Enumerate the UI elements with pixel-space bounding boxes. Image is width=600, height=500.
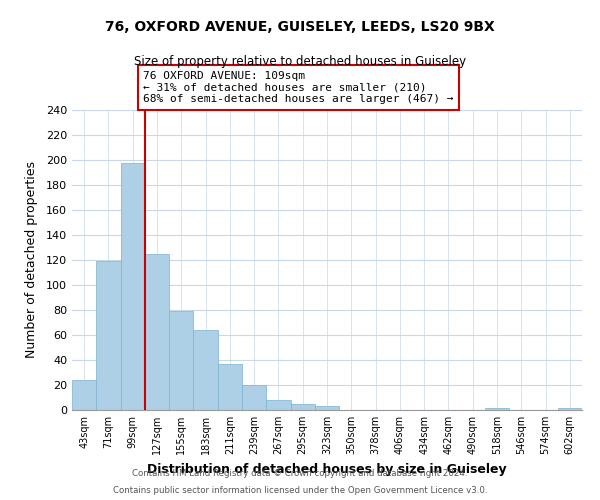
Text: 76, OXFORD AVENUE, GUISELEY, LEEDS, LS20 9BX: 76, OXFORD AVENUE, GUISELEY, LEEDS, LS20…: [105, 20, 495, 34]
Bar: [242, 385, 266, 410]
Bar: [193, 330, 218, 410]
Bar: [290, 404, 315, 410]
Bar: [485, 408, 509, 410]
Text: Contains public sector information licensed under the Open Government Licence v3: Contains public sector information licen…: [113, 486, 487, 495]
Y-axis label: Number of detached properties: Number of detached properties: [25, 162, 38, 358]
Bar: [72, 380, 96, 410]
Text: 76 OXFORD AVENUE: 109sqm
← 31% of detached houses are smaller (210)
68% of semi-: 76 OXFORD AVENUE: 109sqm ← 31% of detach…: [143, 71, 454, 104]
Bar: [218, 364, 242, 410]
Bar: [96, 261, 121, 410]
Text: Contains HM Land Registry data © Crown copyright and database right 2024.: Contains HM Land Registry data © Crown c…: [132, 468, 468, 477]
Bar: [558, 408, 582, 410]
Bar: [315, 406, 339, 410]
Bar: [121, 162, 145, 410]
X-axis label: Distribution of detached houses by size in Guiseley: Distribution of detached houses by size …: [147, 462, 507, 475]
Bar: [169, 311, 193, 410]
Bar: [266, 400, 290, 410]
Text: Size of property relative to detached houses in Guiseley: Size of property relative to detached ho…: [134, 55, 466, 68]
Bar: [145, 254, 169, 410]
